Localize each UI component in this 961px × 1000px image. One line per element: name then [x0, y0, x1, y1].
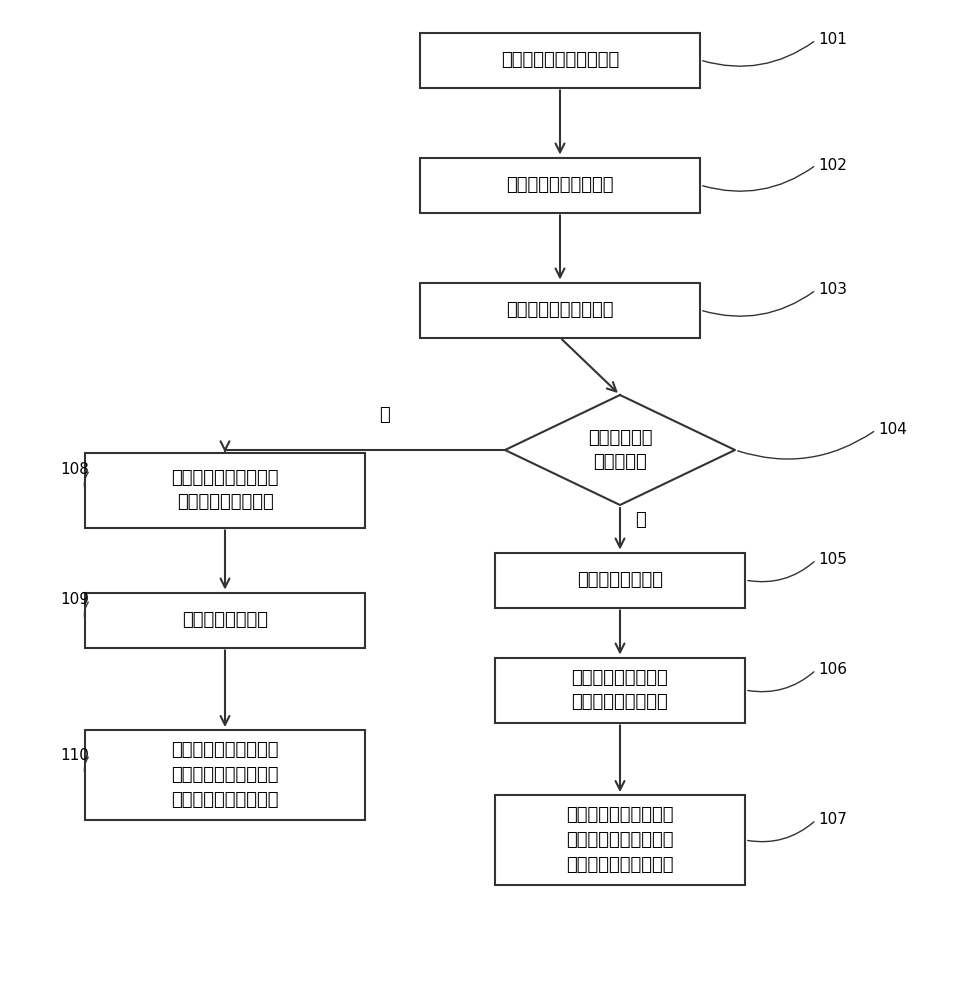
- Bar: [420, 32, 700, 88]
- Bar: [420, 157, 700, 213]
- Text: 110: 110: [60, 748, 88, 762]
- Text: 生成第一开启指令: 生成第一开启指令: [577, 571, 663, 589]
- Text: 107: 107: [818, 812, 847, 828]
- Bar: [495, 795, 745, 885]
- Bar: [420, 282, 700, 338]
- Text: 否: 否: [380, 406, 390, 424]
- Text: 108: 108: [60, 462, 88, 478]
- Text: 102: 102: [818, 157, 847, 172]
- Text: 根据所述第三开启指令
和所述第二开启指令，
触发执行第二开启操作: 根据所述第三开启指令 和所述第二开启指令， 触发执行第二开启操作: [171, 741, 279, 809]
- Bar: [85, 592, 365, 648]
- Polygon shape: [505, 395, 735, 505]
- Bar: [85, 730, 365, 820]
- Bar: [85, 452, 365, 528]
- Text: 根据所述第一开启指令
和所述第二开启指令，
触发执行第一开启操作: 根据所述第一开启指令 和所述第二开启指令， 触发执行第一开启操作: [566, 806, 674, 874]
- Text: 识别所述模式修改应答
结果为第二修改信息: 识别所述模式修改应答 结果为第二修改信息: [171, 468, 279, 512]
- Text: 是: 是: [634, 511, 646, 529]
- Text: 获取模式修改参数信息: 获取模式修改参数信息: [506, 176, 614, 194]
- Text: 103: 103: [818, 282, 847, 298]
- Text: 101: 101: [818, 32, 847, 47]
- Bar: [495, 658, 745, 722]
- Text: 105: 105: [818, 552, 847, 568]
- Text: 判断是否为第
一修改信息: 判断是否为第 一修改信息: [588, 428, 653, 472]
- Text: 接收输入的模式设置指令: 接收输入的模式设置指令: [501, 51, 619, 69]
- Bar: [495, 552, 745, 607]
- Text: 109: 109: [60, 592, 89, 607]
- Text: 106: 106: [818, 662, 847, 678]
- Text: 生成第三开启指令: 生成第三开启指令: [182, 611, 268, 629]
- Text: 104: 104: [878, 422, 907, 438]
- Text: 获取温度检测信息，
并生成第二开启指令: 获取温度检测信息， 并生成第二开启指令: [572, 668, 668, 712]
- Text: 获取模式修改应答结果: 获取模式修改应答结果: [506, 301, 614, 319]
